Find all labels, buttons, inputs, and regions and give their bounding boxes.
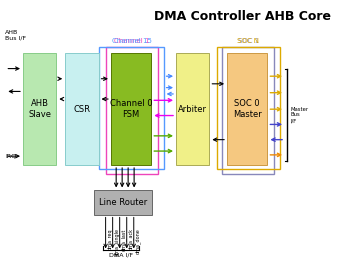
Text: CSR: CSR <box>73 105 90 114</box>
Text: dma_req: dma_req <box>107 228 113 250</box>
Bar <box>176 53 209 165</box>
Text: dma_single: dma_single <box>114 228 120 256</box>
Text: SOC 1: SOC 1 <box>238 38 259 44</box>
Bar <box>99 47 164 169</box>
Text: Channel 15: Channel 15 <box>112 38 151 44</box>
Text: DMA Controller AHB Core: DMA Controller AHB Core <box>154 10 331 23</box>
Bar <box>223 47 275 174</box>
Text: SOC N: SOC N <box>237 38 260 44</box>
Bar <box>227 53 267 165</box>
Text: dma_done: dma_done <box>135 228 141 254</box>
Text: SOC 0
Master: SOC 0 Master <box>233 99 262 119</box>
Bar <box>94 190 153 214</box>
Bar <box>111 53 151 165</box>
Text: Channel 1: Channel 1 <box>114 38 150 44</box>
Text: AHB
Bus I/F: AHB Bus I/F <box>5 30 27 41</box>
Text: dma_ack: dma_ack <box>128 228 134 250</box>
Text: Channel 0
FSM: Channel 0 FSM <box>110 99 153 119</box>
Bar <box>106 47 158 174</box>
Text: AHB
Slave: AHB Slave <box>28 99 51 119</box>
Bar <box>217 47 280 169</box>
Text: Master
Bus
I/F: Master Bus I/F <box>290 107 308 123</box>
Text: Line Router: Line Router <box>99 198 148 207</box>
Text: IRQ: IRQ <box>5 154 17 159</box>
Bar <box>23 53 56 165</box>
Text: DMA I/F: DMA I/F <box>109 253 133 258</box>
Text: Arbiter: Arbiter <box>178 105 207 114</box>
Text: dma_last: dma_last <box>121 228 127 251</box>
Bar <box>65 53 99 165</box>
